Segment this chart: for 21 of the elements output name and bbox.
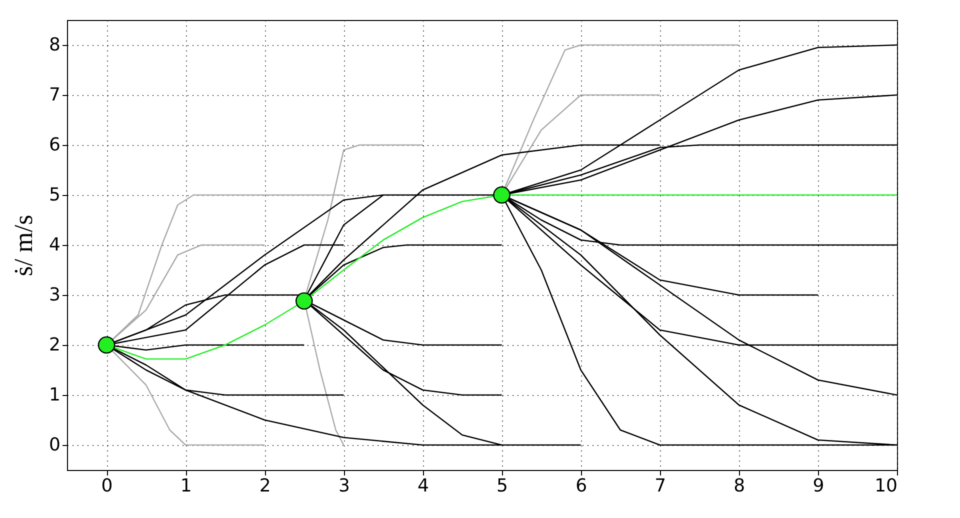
x-tick-label: 1 <box>180 476 192 496</box>
y-tick-label: 5 <box>49 184 60 206</box>
y-tick-label: 0 <box>49 434 60 456</box>
x-tick-label: 10 <box>874 476 898 496</box>
y-tick-label: 2 <box>49 334 60 356</box>
y-tick-label: 1 <box>49 384 60 406</box>
x-tick-label: 6 <box>576 476 588 496</box>
y-tick-label: 3 <box>49 284 60 306</box>
y-tick-label: 4 <box>49 234 60 256</box>
x-tick-label: 2 <box>259 476 271 496</box>
x-tick-label: 0 <box>101 476 113 496</box>
x-tick-label: 7 <box>654 476 666 496</box>
x-tick-label: 8 <box>734 476 746 496</box>
x-tick-label: 3 <box>338 476 350 496</box>
x-tick-label: 5 <box>496 476 508 496</box>
y-tick-label: 6 <box>49 134 60 156</box>
y-tick-label: 8 <box>49 34 60 56</box>
x-tick-label: 4 <box>417 476 429 496</box>
y-axis-title: ṡ/ m/s <box>9 214 38 276</box>
y-tick-label: 7 <box>49 84 60 106</box>
x-tick-label: 9 <box>812 476 824 496</box>
